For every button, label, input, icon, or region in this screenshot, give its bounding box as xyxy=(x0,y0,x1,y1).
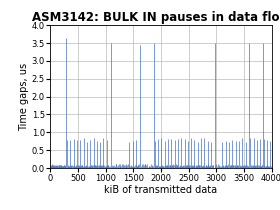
X-axis label: kiB of transmitted data: kiB of transmitted data xyxy=(104,185,218,195)
Title: ASM3142: BULK IN pauses in data flow: ASM3142: BULK IN pauses in data flow xyxy=(32,11,280,24)
Y-axis label: Time gaps, us: Time gaps, us xyxy=(19,63,29,131)
